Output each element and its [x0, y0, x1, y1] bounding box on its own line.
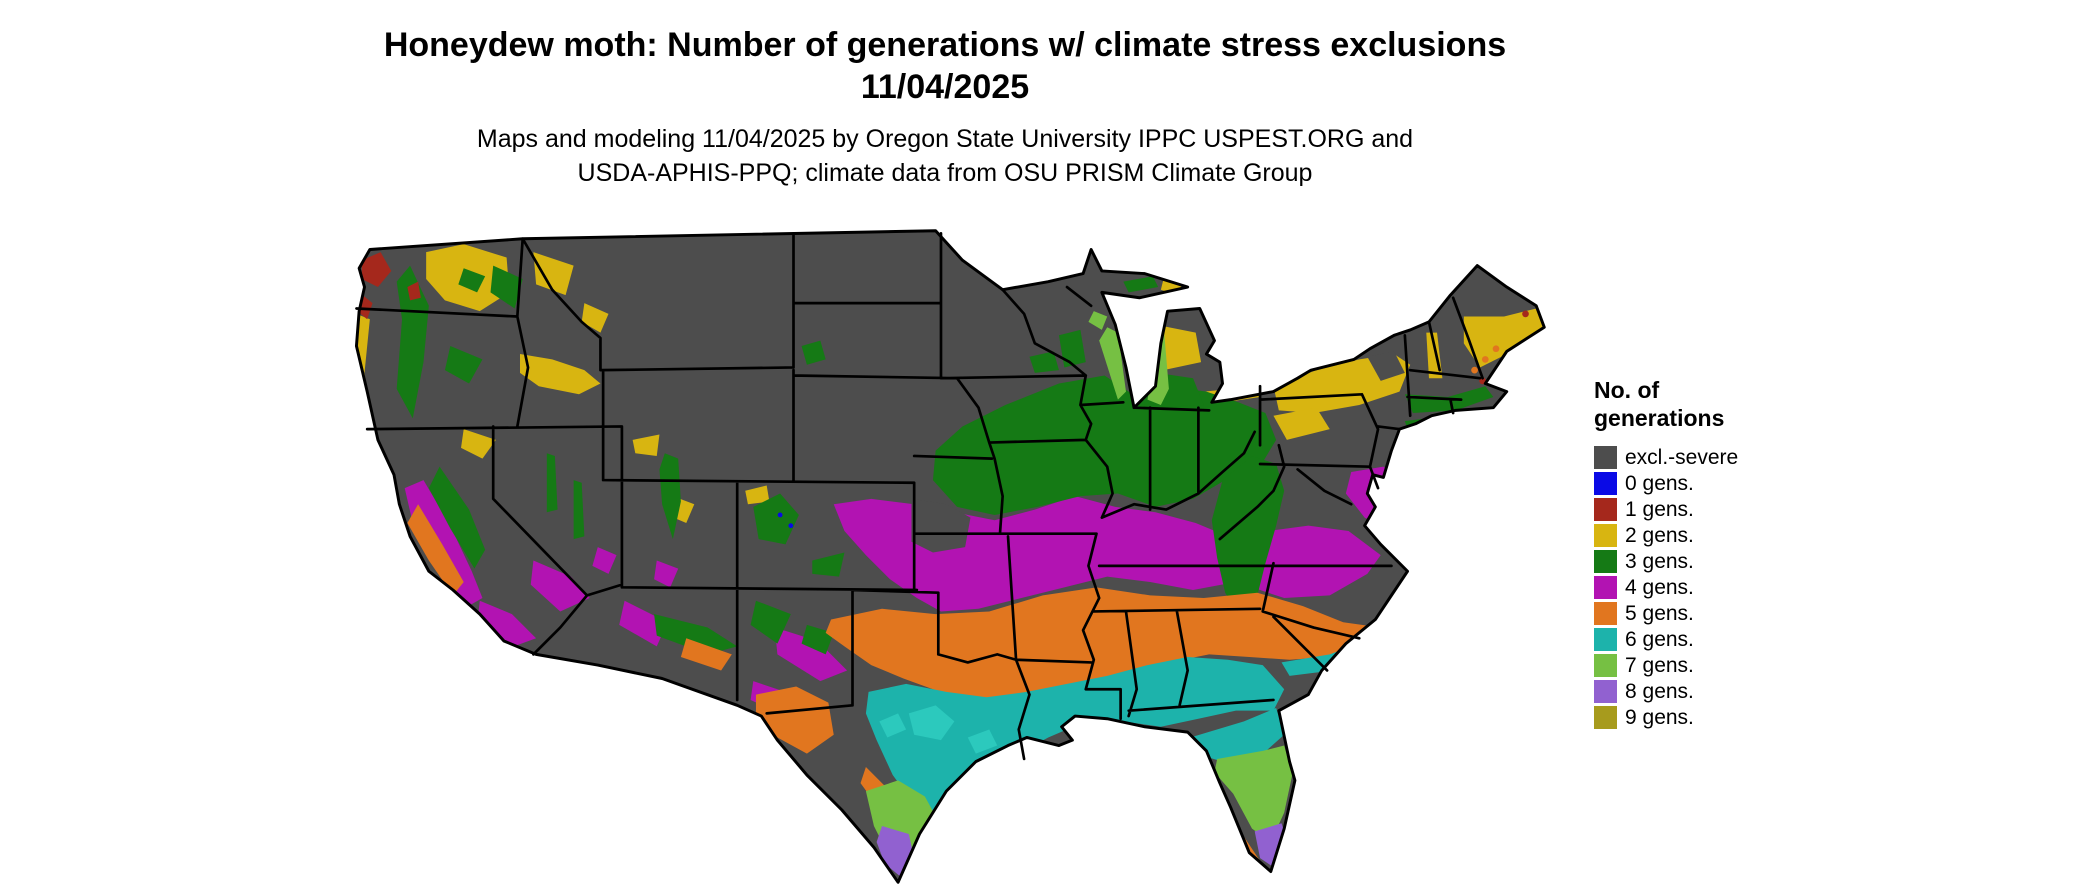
legend-item-label: 4 gens.	[1625, 576, 1694, 599]
legend-swatch	[1594, 498, 1617, 521]
legend-item-label: excl.-severe	[1625, 446, 1739, 469]
legend-item: 1 gens.	[1594, 498, 1894, 521]
legend-item: 2 gens.	[1594, 524, 1894, 547]
legend-item: 9 gens.	[1594, 706, 1894, 729]
legend-swatch	[1594, 550, 1617, 573]
legend-swatch	[1594, 628, 1617, 651]
title-line-2: 11/04/2025	[860, 68, 1030, 106]
legend-item-label: 5 gens.	[1625, 602, 1694, 625]
legend-swatch	[1594, 680, 1617, 703]
legend-item-label: 2 gens.	[1625, 524, 1694, 547]
state-borders	[355, 232, 1484, 761]
legend-item-label: 1 gens.	[1625, 498, 1694, 521]
map-fill-zones	[356, 230, 1545, 883]
legend-swatch	[1594, 446, 1617, 469]
legend: No. of generations excl.-severe 0 gens. …	[1594, 376, 1894, 732]
legend-item-label: 3 gens.	[1625, 550, 1694, 573]
legend-item: excl.-severe	[1594, 446, 1894, 469]
legend-item: 7 gens.	[1594, 654, 1894, 677]
legend-item: 3 gens.	[1594, 550, 1894, 573]
legend-item-label: 8 gens.	[1625, 680, 1694, 703]
legend-item-label: 0 gens.	[1625, 472, 1694, 495]
legend-item: 6 gens.	[1594, 628, 1894, 651]
us-map	[335, 228, 1555, 885]
legend-title-line-1: No. of	[1594, 377, 1660, 403]
legend-item: 5 gens.	[1594, 602, 1894, 625]
legend-swatch	[1594, 472, 1617, 495]
credit-line-2: USDA-APHIS-PPQ; climate data from OSU PR…	[577, 159, 1313, 187]
legend-swatch	[1594, 706, 1617, 729]
legend-item-label: 6 gens.	[1625, 628, 1694, 651]
page-title: Honeydew moth: Number of generations w/ …	[0, 24, 1890, 108]
legend-rows: excl.-severe 0 gens. 1 gens. 2 gens. 3 g…	[1594, 446, 1894, 729]
us-outline	[354, 229, 1546, 884]
legend-item: 4 gens.	[1594, 576, 1894, 599]
us-map-graphic	[354, 229, 1546, 884]
legend-item-label: 9 gens.	[1625, 706, 1694, 729]
legend-item-label: 7 gens.	[1625, 654, 1694, 677]
legend-item: 0 gens.	[1594, 472, 1894, 495]
legend-item: 8 gens.	[1594, 680, 1894, 703]
legend-title-line-2: generations	[1594, 405, 1725, 431]
legend-swatch	[1594, 576, 1617, 599]
legend-swatch	[1594, 602, 1617, 625]
legend-swatch	[1594, 524, 1617, 547]
credits: Maps and modeling 11/04/2025 by Oregon S…	[0, 122, 1890, 190]
legend-swatch	[1594, 654, 1617, 677]
title-line-1: Honeydew moth: Number of generations w/ …	[383, 26, 1507, 64]
credit-line-1: Maps and modeling 11/04/2025 by Oregon S…	[476, 125, 1414, 153]
